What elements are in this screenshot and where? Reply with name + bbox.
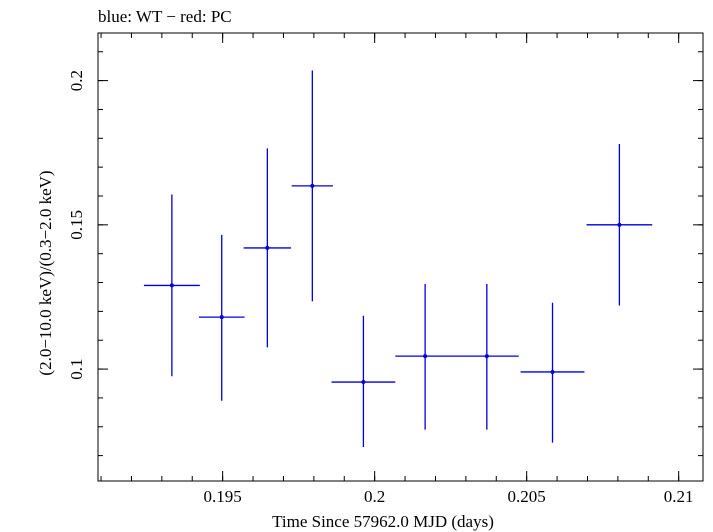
x-axis-label: Time Since 57962.0 MJD (days) <box>272 512 494 531</box>
plot-frame <box>97 32 704 482</box>
point-marker <box>169 283 174 288</box>
y-axis-label: (2.0−10.0 keV)/(0.3−2.0 keV) <box>36 170 55 375</box>
y-tick-label: 0.2 <box>67 70 86 91</box>
data-point <box>198 234 245 401</box>
data-point <box>395 283 455 430</box>
data-point <box>243 148 292 348</box>
data-point <box>143 194 200 377</box>
x-tick-label: 0.195 <box>204 487 242 506</box>
data-points <box>143 70 653 447</box>
chart-title: blue: WT − red: PC <box>98 7 232 26</box>
y-tick-label: 0.1 <box>67 358 86 379</box>
point-marker <box>361 380 366 385</box>
data-point <box>454 283 519 430</box>
point-marker <box>617 222 622 227</box>
point-marker <box>219 315 224 320</box>
y-tick-label: 0.15 <box>67 210 86 240</box>
point-marker <box>423 354 428 359</box>
point-marker <box>484 354 489 359</box>
data-point <box>520 302 585 443</box>
x-tick-label: 0.2 <box>364 487 385 506</box>
point-marker <box>310 183 315 188</box>
point-marker <box>550 369 555 374</box>
data-point <box>331 315 396 447</box>
point-marker <box>265 245 270 250</box>
axis-tick-labels: 0.195 0.2 0.205 0.21 0.1 0.15 0.2 <box>67 70 694 506</box>
axis-ticks <box>98 33 703 481</box>
data-point <box>291 70 334 302</box>
data-point <box>586 144 653 306</box>
x-tick-label: 0.205 <box>508 487 546 506</box>
x-tick-label: 0.21 <box>664 487 694 506</box>
